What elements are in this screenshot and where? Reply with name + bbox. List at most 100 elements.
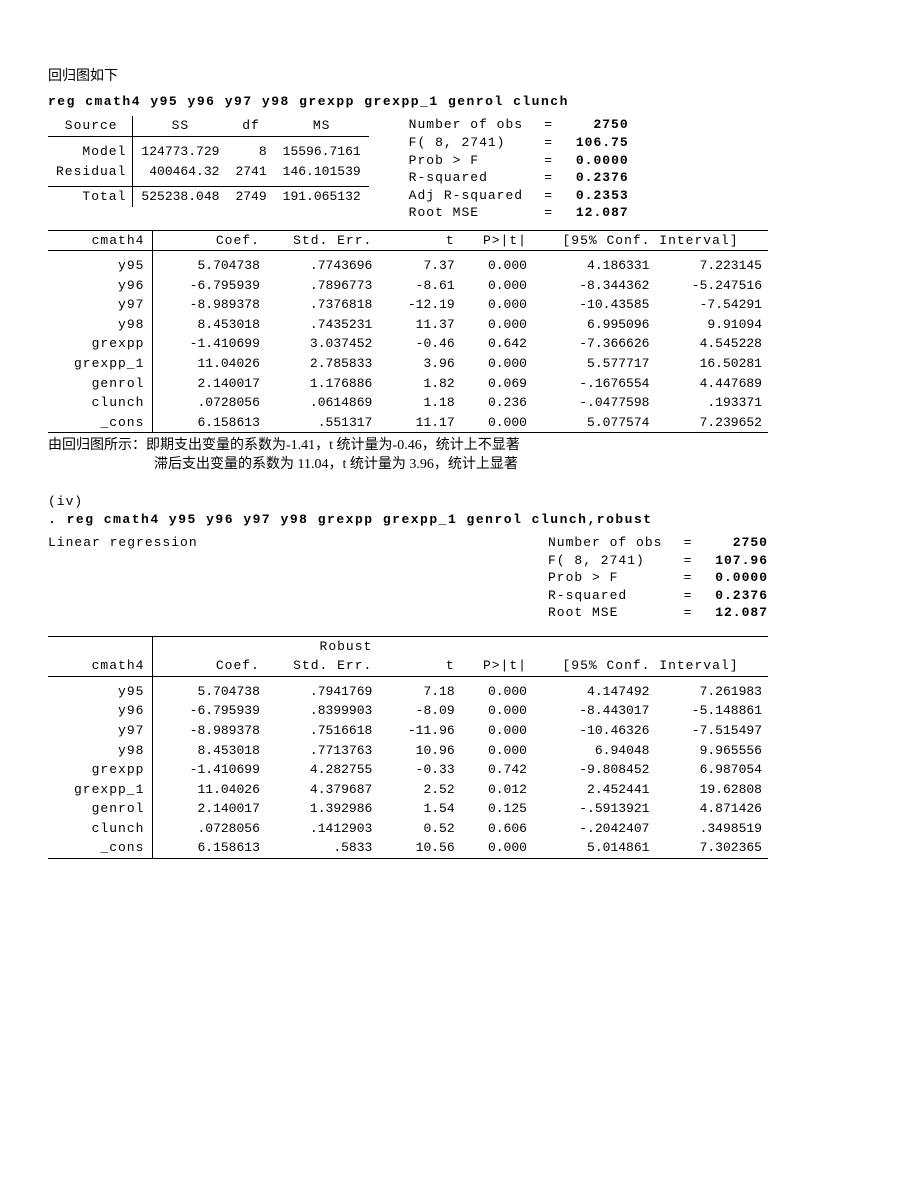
- anova-res-ms: 146.101539: [275, 162, 369, 182]
- stat-label: Adj R-squared: [409, 187, 539, 205]
- coef-cell: .5833: [266, 838, 378, 858]
- coef-cell: -.1676554: [533, 374, 656, 394]
- anova-hdr-ms: MS: [275, 116, 369, 136]
- coef-cell: -5.247516: [655, 276, 768, 296]
- stat-value: 12.087: [559, 204, 629, 222]
- coef-cell: 2.140017: [153, 374, 266, 394]
- coef-cell: 0.642: [461, 334, 533, 354]
- coef2-hdr-p: P>|t|: [461, 636, 533, 676]
- coef-cell: 0.52: [378, 819, 460, 839]
- coef2-hdr-se: Std. Err.: [266, 656, 378, 676]
- coef-varname: y97: [48, 295, 153, 315]
- coef-varname: _cons: [48, 413, 153, 433]
- equals-sign: =: [678, 604, 698, 622]
- coef-cell: -1.410699: [153, 334, 266, 354]
- coef-cell: 4.282755: [266, 760, 378, 780]
- stat-label: Prob > F: [548, 569, 678, 587]
- coef-cell: 10.96: [378, 741, 460, 761]
- coef-cell: -5.148861: [655, 701, 768, 721]
- coef-cell: -12.19: [378, 295, 460, 315]
- coef-cell: 0.000: [461, 721, 533, 741]
- note-line-1: 由回归图所示：即期支出变量的系数为-1.41，t 统计量为-0.46，统计上不显…: [48, 437, 872, 456]
- coef-cell: 11.37: [378, 315, 460, 335]
- coef-cell: .1412903: [266, 819, 378, 839]
- coef-varname: y95: [48, 682, 153, 702]
- coef-cell: 5.077574: [533, 413, 656, 433]
- anova-hdr-ss: SS: [133, 116, 228, 136]
- coef-varname: y98: [48, 741, 153, 761]
- coef-cell: 9.965556: [655, 741, 768, 761]
- coef-cell: 7.261983: [655, 682, 768, 702]
- stat-value: 2750: [559, 116, 629, 134]
- anova-model-lbl: Model: [48, 142, 133, 162]
- stat-label: F( 8, 2741): [548, 552, 678, 570]
- coef-cell: .7896773: [266, 276, 378, 296]
- anova-stats-wrap: Source SS df MS Model 124773.729 8 15596…: [48, 116, 872, 221]
- coef-cell: 9.91094: [655, 315, 768, 335]
- equals-sign: =: [539, 187, 559, 205]
- coef-cell: 0.236: [461, 393, 533, 413]
- coef-varname: grexpp_1: [48, 354, 153, 374]
- coef-cell: 8.453018: [153, 741, 266, 761]
- coef-cell: 1.82: [378, 374, 460, 394]
- stat-value: 106.75: [559, 134, 629, 152]
- coef-varname: clunch: [48, 819, 153, 839]
- coef-cell: 7.239652: [655, 413, 768, 433]
- coef-cell: 10.56: [378, 838, 460, 858]
- coef-cell: -8.989378: [153, 721, 266, 741]
- coef-cell: 5.014861: [533, 838, 656, 858]
- stat-label: Prob > F: [409, 152, 539, 170]
- coef2-hdr-t: t: [378, 636, 460, 676]
- coef-cell: 2.785833: [266, 354, 378, 374]
- coef-cell: .8399903: [266, 701, 378, 721]
- stat-label: R-squared: [409, 169, 539, 187]
- coef-cell: -0.46: [378, 334, 460, 354]
- anova-tot-lbl: Total: [48, 187, 133, 207]
- coef-cell: 6.158613: [153, 413, 266, 433]
- equals-sign: =: [678, 587, 698, 605]
- coef-cell: 4.447689: [655, 374, 768, 394]
- coef2-hdr-ci: [95% Conf. Interval]: [533, 636, 768, 676]
- coef-hdr-coef: Coef.: [153, 230, 266, 251]
- coef-cell: 6.94048: [533, 741, 656, 761]
- linear-regression-label: Linear regression: [48, 534, 198, 552]
- stat-value: 107.96: [698, 552, 768, 570]
- coef-cell: 7.37: [378, 256, 460, 276]
- anova-res-lbl: Residual: [48, 162, 133, 182]
- coef-cell: 6.987054: [655, 760, 768, 780]
- coef-varname: clunch: [48, 393, 153, 413]
- stat-value: 0.0000: [559, 152, 629, 170]
- equals-sign: =: [678, 569, 698, 587]
- anova-tot-ms: 191.065132: [275, 187, 369, 207]
- anova-model-df: 8: [227, 142, 274, 162]
- coef-cell: -8.989378: [153, 295, 266, 315]
- coef-cell: 0.000: [461, 295, 533, 315]
- stat-label: R-squared: [548, 587, 678, 605]
- coef-cell: .7516618: [266, 721, 378, 741]
- coef-varname: genrol: [48, 374, 153, 394]
- coef-cell: -8.61: [378, 276, 460, 296]
- coef-cell: 4.379687: [266, 780, 378, 800]
- coef-cell: -8.09: [378, 701, 460, 721]
- anova-model-ms: 15596.7161: [275, 142, 369, 162]
- coef-cell: -8.443017: [533, 701, 656, 721]
- coef-cell: -1.410699: [153, 760, 266, 780]
- coef-cell: 0.000: [461, 701, 533, 721]
- model-stats-2: Number of obs=2750F( 8, 2741)=107.96Prob…: [548, 534, 768, 622]
- coef-varname: grexpp: [48, 760, 153, 780]
- stat-label: Number of obs: [548, 534, 678, 552]
- coef-cell: 0.000: [461, 682, 533, 702]
- coef-cell: -6.795939: [153, 701, 266, 721]
- anova-table: Source SS df MS Model 124773.729 8 15596…: [48, 116, 369, 206]
- coef-table-1: cmath4 Coef. Std. Err. t P>|t| [95% Conf…: [48, 230, 768, 433]
- anova-res-ss: 400464.32: [133, 162, 228, 182]
- equals-sign: =: [539, 152, 559, 170]
- coef-cell: .7713763: [266, 741, 378, 761]
- stat-label: Root MSE: [409, 204, 539, 222]
- coef-cell: 7.223145: [655, 256, 768, 276]
- coef-cell: 0.000: [461, 354, 533, 374]
- coef-cell: -7.366626: [533, 334, 656, 354]
- equals-sign: =: [539, 116, 559, 134]
- coef-cell: -0.33: [378, 760, 460, 780]
- anova-res-df: 2741: [227, 162, 274, 182]
